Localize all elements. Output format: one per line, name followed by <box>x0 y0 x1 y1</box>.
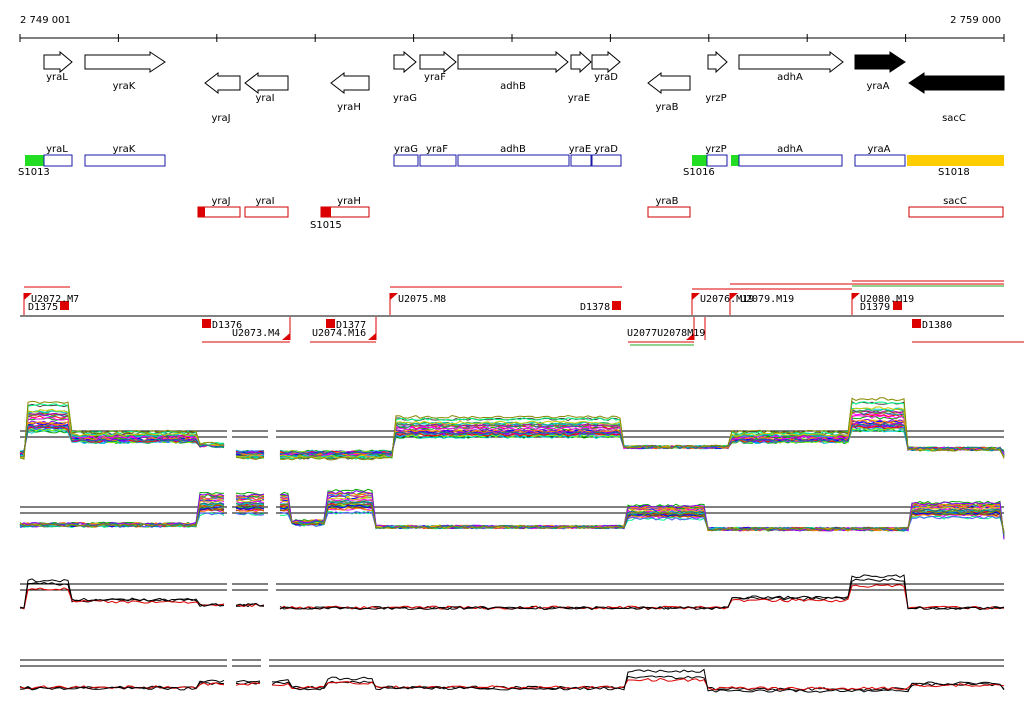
svg-text:sacC: sacC <box>942 113 966 124</box>
site-S1013-label: S1013 <box>18 167 50 178</box>
svg-text:yraG: yraG <box>394 144 418 155</box>
svg-text:yraK: yraK <box>113 81 136 92</box>
gene-adhA[interactable]: adhA <box>738 50 844 83</box>
svg-text:yraE: yraE <box>569 144 591 155</box>
svg-text:yraF: yraF <box>426 144 448 155</box>
svg-text:sacC: sacC <box>943 196 967 207</box>
gene-sacC[interactable]: sacC <box>908 72 1005 124</box>
transcript-label-U2076: U2076.M19 <box>700 294 754 305</box>
site-S1013-marker <box>25 155 44 166</box>
feature-box-yraI[interactable] <box>244 206 289 218</box>
gene-yraB[interactable]: yraB <box>647 71 691 113</box>
gene-yraK[interactable]: yraK <box>84 51 166 92</box>
gene-yraA[interactable]: yraA <box>854 51 906 92</box>
svg-text:adhA: adhA <box>777 72 803 83</box>
terminator-label-D1377: D1377 <box>336 320 366 331</box>
feature-box-yraE[interactable] <box>570 154 592 167</box>
expression-panel-minus-summary <box>19 628 1005 708</box>
ruler-start-label: 2 749 001 <box>20 15 71 26</box>
gene-yraL[interactable]: yraL <box>43 50 73 83</box>
site-green-small <box>731 155 739 166</box>
plus-strand-feature-track <box>25 154 1004 167</box>
svg-text:yraJ: yraJ <box>211 113 230 124</box>
feature-box-adhA[interactable] <box>738 154 843 167</box>
minus-strand-labels: yraJ yraI yraH yraB sacC S1015 <box>211 196 966 231</box>
svg-text:yraL: yraL <box>46 144 68 155</box>
svg-text:yraK: yraK <box>113 144 136 155</box>
minus-strand-feature-track <box>197 206 1004 218</box>
transcript-label-U2072: U2072.M7 <box>31 294 79 305</box>
feature-box-yraK[interactable] <box>84 154 166 167</box>
svg-text:yraL: yraL <box>46 72 68 83</box>
transcript-label-U2073: U2073.M4 <box>232 328 280 339</box>
site-S1016-label: S1016 <box>683 167 715 178</box>
svg-text:adhB: adhB <box>500 144 526 155</box>
feature-box-sacC[interactable] <box>908 206 1004 218</box>
svg-text:yraG: yraG <box>393 93 417 104</box>
feature-box-yraG[interactable] <box>393 154 419 167</box>
gene-adhB[interactable]: adhB <box>457 50 569 92</box>
feature-box-yraF[interactable] <box>419 154 457 167</box>
svg-text:yraJ: yraJ <box>211 196 230 207</box>
plus-strand-labels: yraL yraK yraG yraF adhB yraE yraD yrzP … <box>18 144 970 178</box>
transcript-label-U2079: U2079.M19 <box>740 294 794 305</box>
expression-panel-plus-all-conditions <box>19 395 1005 475</box>
svg-text:yraD: yraD <box>594 144 618 155</box>
terminator-label-D1380: D1380 <box>922 320 952 331</box>
expression-panel-plus-summary <box>19 548 1005 628</box>
transcript-label-U2075: U2075.M8 <box>398 294 446 305</box>
gene-yraI[interactable]: yraI <box>244 71 289 104</box>
svg-text:yraI: yraI <box>255 196 274 207</box>
gene-track: yraL yraK yraJ yraI yraH yraG yr <box>43 50 1005 124</box>
site-S1016-marker <box>692 155 707 166</box>
site-S1018-label: S1018 <box>938 167 970 178</box>
feature-box-adhB[interactable] <box>457 154 570 167</box>
terminator-label-D1375: D1375 <box>28 302 58 313</box>
feature-box-yraA[interactable] <box>854 154 906 167</box>
expression-panel-minus-all-conditions <box>19 475 1005 555</box>
terminator-label-D1378: D1378 <box>580 302 610 313</box>
svg-text:yraH: yraH <box>337 196 361 207</box>
position-ruler: 2 749 001 2 759 000 <box>19 15 1005 42</box>
feature-box-yraB[interactable] <box>647 206 691 218</box>
transcript-track: U2072.M7 D1375 D1376 U2073.M4 D1377 U207… <box>20 280 1024 346</box>
gene-yrzP[interactable]: yrzP <box>705 50 728 104</box>
svg-text:yraI: yraI <box>255 93 274 104</box>
svg-text:yraB: yraB <box>655 102 678 113</box>
svg-text:yraE: yraE <box>568 93 590 104</box>
svg-text:yraD: yraD <box>594 72 618 83</box>
transcript-label-U2077-U2078: U2077U2078M19 <box>627 328 705 339</box>
svg-text:yrzP: yrzP <box>705 93 726 104</box>
svg-text:yraA: yraA <box>867 81 890 92</box>
svg-text:yraF: yraF <box>424 72 446 83</box>
svg-text:yraH: yraH <box>337 102 361 113</box>
gene-yraH[interactable]: yraH <box>330 71 370 113</box>
feature-box-yraD[interactable] <box>591 154 622 167</box>
feature-box-yrzP[interactable] <box>706 154 728 167</box>
gene-yraE[interactable]: yraE <box>568 50 592 104</box>
svg-text:yraA: yraA <box>868 144 891 155</box>
site-S1015-label: S1015 <box>310 220 342 231</box>
ruler-end-label: 2 759 000 <box>950 15 1001 26</box>
svg-text:adhA: adhA <box>777 144 803 155</box>
transcript-label-U2074: U2074.M16 <box>312 328 366 339</box>
svg-text:yraB: yraB <box>655 196 678 207</box>
gene-yraJ[interactable]: yraJ <box>204 71 241 124</box>
gene-yraF[interactable]: yraF <box>419 50 457 83</box>
feature-box-yraL[interactable] <box>43 154 73 167</box>
site-S1018-marker <box>907 155 1004 166</box>
terminator-label-D1379: D1379 <box>860 302 890 313</box>
gene-yraD[interactable]: yraD <box>591 50 621 83</box>
svg-text:adhB: adhB <box>500 81 526 92</box>
terminator-label-D1376: D1376 <box>212 320 242 331</box>
transcript-label-U2080: U2080.M19 <box>860 294 914 305</box>
svg-text:yrzP: yrzP <box>705 144 726 155</box>
gene-yraG[interactable]: yraG <box>393 50 417 104</box>
